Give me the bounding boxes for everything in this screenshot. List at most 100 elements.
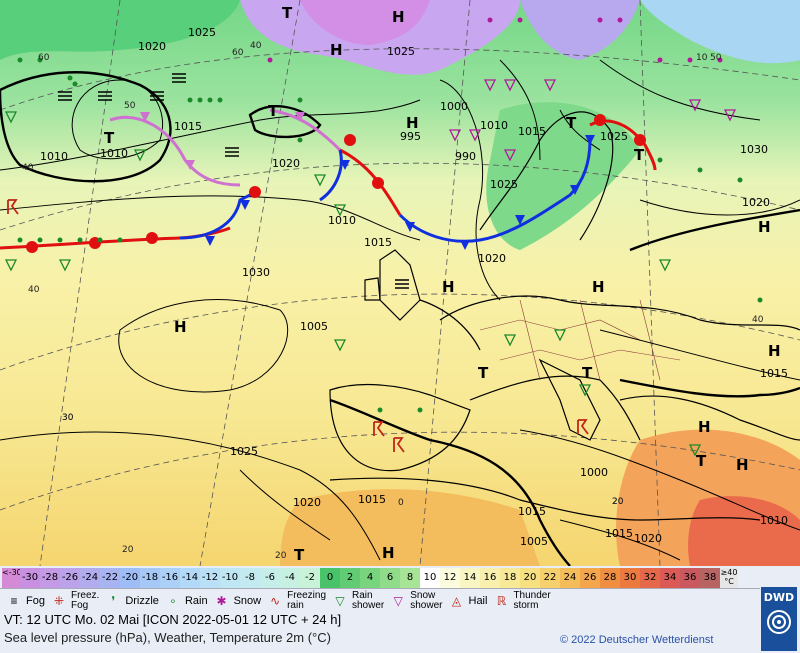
isobar-label: 1030 bbox=[740, 143, 768, 156]
rain-shower-symbols bbox=[4, 111, 702, 457]
middle-east-hot-area bbox=[688, 496, 800, 566]
legend-label: Freez. Fog bbox=[70, 590, 100, 611]
scale-cell: 18 bbox=[500, 568, 520, 588]
temperature-label: 30 bbox=[62, 413, 74, 423]
thunderstorm-icon: ℝ bbox=[496, 594, 507, 608]
italy bbox=[538, 358, 601, 441]
scale-cell: 14 bbox=[460, 568, 480, 588]
temperature-label: 20 bbox=[122, 545, 134, 555]
legend-item: ▽ Rain shower bbox=[330, 590, 384, 612]
scale-cell: -22 bbox=[100, 568, 120, 588]
isobar-label: 1010 bbox=[40, 150, 68, 163]
isobar-label: 1015 bbox=[174, 120, 202, 133]
occluded-front-north bbox=[269, 108, 342, 152]
freezing-fog-icon: ⁜ bbox=[53, 594, 64, 608]
scale-cell: -8 bbox=[240, 568, 260, 588]
dwd-logo-text: DWD bbox=[763, 591, 795, 604]
dwd-swirl-icon bbox=[767, 610, 791, 634]
trough-center: T bbox=[582, 364, 593, 382]
cold-front-north-sea bbox=[319, 149, 343, 202]
trough-center: T bbox=[268, 102, 279, 120]
temperature-label: 20 bbox=[612, 497, 624, 507]
polar-coldest-area bbox=[300, 0, 430, 45]
legend-label: Hail bbox=[468, 595, 488, 607]
isobar-label: 1015 bbox=[605, 527, 633, 540]
legend-item: ▽ Snow shower bbox=[388, 590, 443, 612]
temperature-label: 40 bbox=[250, 41, 262, 51]
scale-cell: -18 bbox=[140, 568, 160, 588]
cold-front-europe bbox=[398, 139, 592, 243]
isobar-label: 1020 bbox=[293, 496, 321, 509]
snow-shower-icon: ▽ bbox=[393, 594, 403, 608]
scale-cell: -2 bbox=[300, 568, 320, 588]
legend-label: Snow shower bbox=[410, 590, 443, 611]
isobar-label: 1025 bbox=[490, 178, 518, 191]
isobar-label: 1000 bbox=[580, 466, 608, 479]
isobar-label: 1015 bbox=[518, 125, 546, 138]
snow-shower-symbols bbox=[448, 79, 737, 162]
scale-cell: 26 bbox=[580, 568, 600, 588]
scale-cell: 20 bbox=[520, 568, 540, 588]
north-atlantic-green-area bbox=[0, 0, 240, 60]
high-pressure-center: H bbox=[442, 278, 455, 296]
scandinavia-green-area bbox=[486, 102, 640, 250]
valid-time-label: VT: 12 UTC Mo. 02 Mai [ICON 2022-05-01 1… bbox=[4, 612, 342, 627]
isobar-label: 1020 bbox=[634, 532, 662, 545]
high-pressure-center: H bbox=[592, 278, 605, 296]
scale-cell: -16 bbox=[160, 568, 180, 588]
north-africa-warm-area bbox=[280, 489, 540, 566]
rain-symbols bbox=[17, 57, 763, 413]
isobar-label: 1010 bbox=[328, 214, 356, 227]
isobar-label: 1020 bbox=[272, 157, 300, 170]
north-east-cool-area bbox=[640, 0, 800, 64]
trough-center: T bbox=[294, 546, 305, 564]
isobar-label: 1020 bbox=[478, 252, 506, 265]
isobar-label: 1025 bbox=[188, 26, 216, 39]
trough-center: T bbox=[566, 114, 577, 132]
isobar-label: 1025 bbox=[600, 130, 628, 143]
high-pressure-center: H bbox=[382, 544, 395, 562]
scale-cell: -30 bbox=[20, 568, 40, 588]
dwd-logo[interactable]: DWD bbox=[761, 587, 797, 651]
isobar-label: 1005 bbox=[300, 320, 328, 333]
high-pressure-center: H bbox=[758, 218, 771, 236]
copyright-link[interactable]: © 2022 Deutscher Wetterdienst bbox=[560, 634, 714, 646]
temperature-label: 50 bbox=[124, 101, 136, 111]
scale-cell: 38 bbox=[700, 568, 720, 588]
scale-cell: 32 bbox=[640, 568, 660, 588]
scale-cell: -26 bbox=[60, 568, 80, 588]
legend-label: Fog bbox=[26, 595, 45, 607]
scale-cell: 6 bbox=[380, 568, 400, 588]
fog-icon: ≡ bbox=[10, 594, 18, 608]
scale-cell: -24 bbox=[80, 568, 100, 588]
warm-front-east bbox=[589, 119, 657, 171]
rain-icon: ∘ bbox=[169, 594, 177, 608]
isobar-label: 1020 bbox=[138, 40, 166, 53]
isobar-label: 1010 bbox=[100, 147, 128, 160]
occluded-front-west bbox=[109, 115, 241, 187]
isobar-label: 1015 bbox=[760, 367, 788, 380]
trough-center: T bbox=[696, 452, 707, 470]
scale-cell: 12 bbox=[440, 568, 460, 588]
isobar-label: 995 bbox=[400, 130, 421, 143]
iberia bbox=[329, 383, 471, 472]
snow-symbols bbox=[267, 17, 723, 63]
scale-cell: -12 bbox=[200, 568, 220, 588]
legend-panel: <-30 -30 -28 -26 -24 -22 -20 -18 -16 -14 -12 -10 -8-… bbox=[0, 566, 800, 653]
legend-label: Freezing rain bbox=[287, 590, 326, 611]
scale-cell: 34 bbox=[660, 568, 680, 588]
legend-item: ℝ Thunder storm bbox=[491, 590, 551, 612]
legend-divider bbox=[0, 588, 760, 589]
isobar-label: 1010 bbox=[480, 119, 508, 132]
weather-map: 1020 1025 1015 1010 1030 1025 1020 1015 1010 1005… bbox=[0, 0, 800, 566]
map-subtitle: Sea level pressure (hPa), Weather, Tempe… bbox=[4, 630, 331, 645]
high-pressure-center: H bbox=[330, 41, 343, 59]
scale-cell: -6 bbox=[260, 568, 280, 588]
isobar-label: 1030 bbox=[242, 266, 270, 279]
isobar-label: 1025 bbox=[230, 445, 258, 458]
temperature-label: 40 bbox=[28, 285, 40, 295]
highlighted-isobars bbox=[0, 71, 800, 566]
